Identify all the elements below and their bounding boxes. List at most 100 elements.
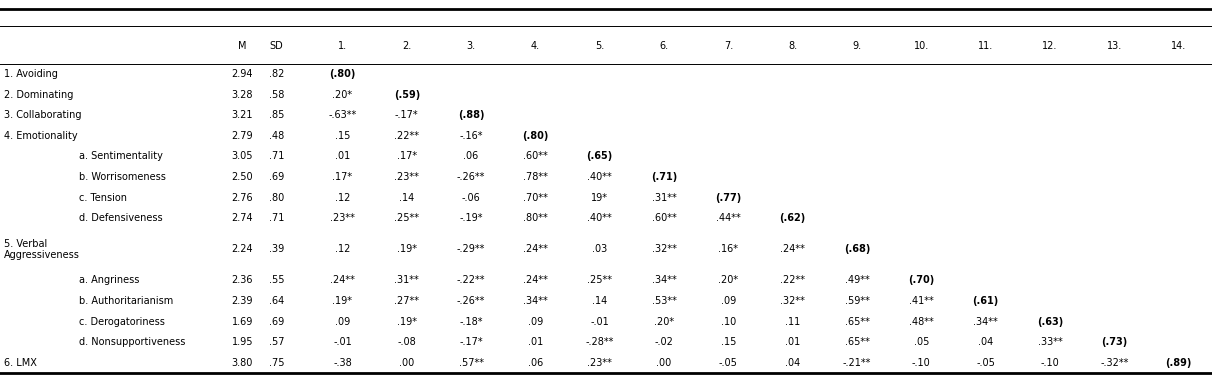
Text: .58: .58: [269, 90, 284, 99]
Text: (.59): (.59): [394, 90, 419, 99]
Text: .78**: .78**: [522, 172, 548, 182]
Text: .01: .01: [527, 338, 543, 347]
Text: .24**: .24**: [522, 276, 548, 285]
Text: 2.74: 2.74: [231, 214, 253, 223]
Text: -.26**: -.26**: [457, 296, 485, 306]
Text: d. Defensiveness: d. Defensiveness: [79, 214, 162, 223]
Text: .23**: .23**: [394, 172, 419, 182]
Text: -.21**: -.21**: [842, 358, 871, 368]
Text: .27**: .27**: [394, 296, 419, 306]
Text: .25**: .25**: [588, 276, 612, 285]
Text: (.89): (.89): [1166, 358, 1191, 368]
Text: .00: .00: [657, 358, 671, 368]
Text: -.29**: -.29**: [457, 245, 485, 254]
Text: b. Authoritarianism: b. Authoritarianism: [79, 296, 173, 306]
Text: 19*: 19*: [591, 193, 608, 203]
Text: -.32**: -.32**: [1100, 358, 1128, 368]
Text: .23**: .23**: [588, 358, 612, 368]
Text: -.17*: -.17*: [459, 338, 482, 347]
Text: .49**: .49**: [845, 276, 869, 285]
Text: a. Sentimentality: a. Sentimentality: [79, 152, 162, 161]
Text: 2. Dominating: 2. Dominating: [4, 90, 73, 99]
Text: .57: .57: [269, 338, 284, 347]
Text: 2.36: 2.36: [231, 276, 253, 285]
Text: .20*: .20*: [719, 276, 738, 285]
Text: 6. LMX: 6. LMX: [4, 358, 36, 368]
Text: .70**: .70**: [522, 193, 548, 203]
Text: -.02: -.02: [654, 338, 674, 347]
Text: .01: .01: [785, 338, 800, 347]
Text: c. Tension: c. Tension: [79, 193, 127, 203]
Text: .80: .80: [269, 193, 284, 203]
Text: 2.79: 2.79: [231, 131, 253, 141]
Text: .16*: .16*: [719, 245, 738, 254]
Text: .25**: .25**: [394, 214, 419, 223]
Text: 1. Avoiding: 1. Avoiding: [4, 69, 57, 79]
Text: (.71): (.71): [651, 172, 678, 182]
Text: .11: .11: [785, 317, 800, 327]
Text: .22**: .22**: [394, 131, 419, 141]
Text: .85: .85: [269, 110, 284, 120]
Text: -.18*: -.18*: [459, 317, 482, 327]
Text: .14: .14: [593, 296, 607, 306]
Text: .20*: .20*: [654, 317, 674, 327]
Text: .31**: .31**: [652, 193, 676, 203]
Text: (.63): (.63): [1036, 317, 1063, 327]
Text: .24**: .24**: [330, 276, 355, 285]
Text: c. Derogatoriness: c. Derogatoriness: [79, 317, 165, 327]
Text: -.19*: -.19*: [459, 214, 482, 223]
Text: (.88): (.88): [458, 110, 485, 120]
Text: -.06: -.06: [462, 193, 480, 203]
Text: 2.50: 2.50: [231, 172, 253, 182]
Text: 1.: 1.: [338, 41, 347, 51]
Text: 3. Collaborating: 3. Collaborating: [4, 110, 81, 120]
Text: 3.21: 3.21: [231, 110, 253, 120]
Text: .15: .15: [335, 131, 350, 141]
Text: .14: .14: [399, 193, 415, 203]
Text: -.08: -.08: [398, 338, 416, 347]
Text: (.61): (.61): [972, 296, 999, 306]
Text: 2.39: 2.39: [231, 296, 253, 306]
Text: (.77): (.77): [715, 193, 742, 203]
Text: 3.05: 3.05: [231, 152, 253, 161]
Text: .34**: .34**: [524, 296, 548, 306]
Text: .15: .15: [721, 338, 736, 347]
Text: .53**: .53**: [652, 296, 676, 306]
Text: .19*: .19*: [396, 245, 417, 254]
Text: .00: .00: [399, 358, 415, 368]
Text: 12.: 12.: [1042, 41, 1058, 51]
Text: .82: .82: [269, 69, 284, 79]
Text: .34**: .34**: [973, 317, 997, 327]
Text: -.01: -.01: [333, 338, 351, 347]
Text: .60**: .60**: [652, 214, 676, 223]
Text: (.73): (.73): [1102, 338, 1127, 347]
Text: 14.: 14.: [1171, 41, 1187, 51]
Text: .05: .05: [914, 338, 930, 347]
Text: 6.: 6.: [659, 41, 669, 51]
Text: .10: .10: [721, 317, 736, 327]
Text: 2.24: 2.24: [231, 245, 253, 254]
Text: .06: .06: [463, 152, 479, 161]
Text: .33**: .33**: [1037, 338, 1063, 347]
Text: .69: .69: [269, 172, 284, 182]
Text: .48: .48: [269, 131, 284, 141]
Text: .80**: .80**: [524, 214, 548, 223]
Text: -.26**: -.26**: [457, 172, 485, 182]
Text: .44**: .44**: [716, 214, 741, 223]
Text: .32**: .32**: [652, 245, 676, 254]
Text: -.05: -.05: [719, 358, 738, 368]
Text: 3.80: 3.80: [231, 358, 253, 368]
Text: (.68): (.68): [844, 245, 870, 254]
Text: .32**: .32**: [781, 296, 805, 306]
Text: .65**: .65**: [845, 317, 869, 327]
Text: .03: .03: [593, 245, 607, 254]
Text: -.28**: -.28**: [585, 338, 614, 347]
Text: .17*: .17*: [332, 172, 353, 182]
Text: .09: .09: [335, 317, 350, 327]
Text: .23**: .23**: [330, 214, 355, 223]
Text: .06: .06: [527, 358, 543, 368]
Text: 4.: 4.: [531, 41, 541, 51]
Text: 9.: 9.: [852, 41, 862, 51]
Text: d. Nonsupportiveness: d. Nonsupportiveness: [79, 338, 185, 347]
Text: -.16*: -.16*: [459, 131, 482, 141]
